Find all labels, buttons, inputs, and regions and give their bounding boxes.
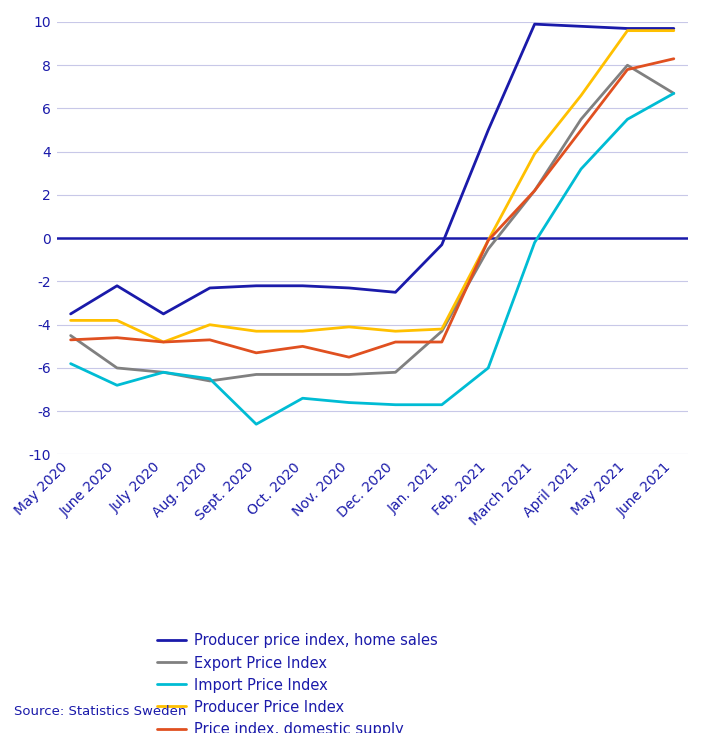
Price index, domestic supply	[345, 353, 353, 361]
Import Price Index	[437, 400, 446, 409]
Producer price index, home sales	[252, 281, 260, 290]
Line: Export Price Index: Export Price Index	[71, 65, 674, 381]
Import Price Index	[391, 400, 400, 409]
Producer price index, home sales	[669, 24, 678, 33]
Producer Price Index	[669, 26, 678, 35]
Producer price index, home sales	[391, 288, 400, 297]
Export Price Index	[345, 370, 353, 379]
Import Price Index	[113, 381, 121, 390]
Producer Price Index	[160, 338, 168, 347]
Text: Source: Statistics Sweden: Source: Statistics Sweden	[14, 705, 186, 718]
Line: Producer price index, home sales: Producer price index, home sales	[71, 24, 674, 314]
Producer price index, home sales	[623, 24, 632, 33]
Import Price Index	[252, 420, 260, 429]
Export Price Index	[206, 377, 214, 386]
Export Price Index	[437, 327, 446, 336]
Import Price Index	[345, 398, 353, 407]
Producer Price Index	[576, 91, 585, 100]
Line: Price index, domestic supply: Price index, domestic supply	[71, 59, 674, 357]
Export Price Index	[530, 186, 539, 195]
Price index, domestic supply	[669, 54, 678, 63]
Price index, domestic supply	[391, 338, 400, 347]
Price index, domestic supply	[623, 65, 632, 74]
Price index, domestic supply	[484, 236, 493, 245]
Export Price Index	[669, 89, 678, 97]
Price index, domestic supply	[252, 348, 260, 357]
Producer price index, home sales	[576, 22, 585, 31]
Producer price index, home sales	[160, 309, 168, 318]
Line: Producer Price Index: Producer Price Index	[71, 31, 674, 342]
Producer Price Index	[67, 316, 75, 325]
Legend: Producer price index, home sales, Export Price Index, Import Price Index, Produc: Producer price index, home sales, Export…	[152, 627, 443, 733]
Producer Price Index	[252, 327, 260, 336]
Price index, domestic supply	[206, 336, 214, 345]
Import Price Index	[623, 115, 632, 124]
Export Price Index	[298, 370, 307, 379]
Producer Price Index	[484, 236, 493, 245]
Price index, domestic supply	[160, 338, 168, 347]
Price index, domestic supply	[67, 336, 75, 345]
Export Price Index	[484, 245, 493, 254]
Producer price index, home sales	[530, 20, 539, 29]
Producer Price Index	[437, 325, 446, 334]
Producer price index, home sales	[67, 309, 75, 318]
Export Price Index	[252, 370, 260, 379]
Export Price Index	[623, 61, 632, 70]
Import Price Index	[576, 165, 585, 174]
Export Price Index	[67, 331, 75, 340]
Producer Price Index	[206, 320, 214, 329]
Price index, domestic supply	[298, 342, 307, 351]
Price index, domestic supply	[530, 186, 539, 195]
Price index, domestic supply	[437, 338, 446, 347]
Import Price Index	[160, 368, 168, 377]
Import Price Index	[67, 359, 75, 368]
Price index, domestic supply	[576, 126, 585, 135]
Export Price Index	[391, 368, 400, 377]
Import Price Index	[530, 238, 539, 247]
Export Price Index	[160, 368, 168, 377]
Producer price index, home sales	[437, 240, 446, 249]
Line: Import Price Index: Import Price Index	[71, 93, 674, 424]
Import Price Index	[669, 89, 678, 97]
Producer price index, home sales	[298, 281, 307, 290]
Producer Price Index	[298, 327, 307, 336]
Import Price Index	[298, 394, 307, 402]
Import Price Index	[484, 364, 493, 372]
Producer price index, home sales	[113, 281, 121, 290]
Producer Price Index	[623, 26, 632, 35]
Price index, domestic supply	[113, 334, 121, 342]
Producer price index, home sales	[345, 284, 353, 292]
Producer Price Index	[113, 316, 121, 325]
Producer Price Index	[345, 323, 353, 331]
Import Price Index	[206, 375, 214, 383]
Producer Price Index	[391, 327, 400, 336]
Producer price index, home sales	[206, 284, 214, 292]
Export Price Index	[576, 115, 585, 124]
Export Price Index	[113, 364, 121, 372]
Producer price index, home sales	[484, 126, 493, 135]
Producer Price Index	[530, 150, 539, 158]
